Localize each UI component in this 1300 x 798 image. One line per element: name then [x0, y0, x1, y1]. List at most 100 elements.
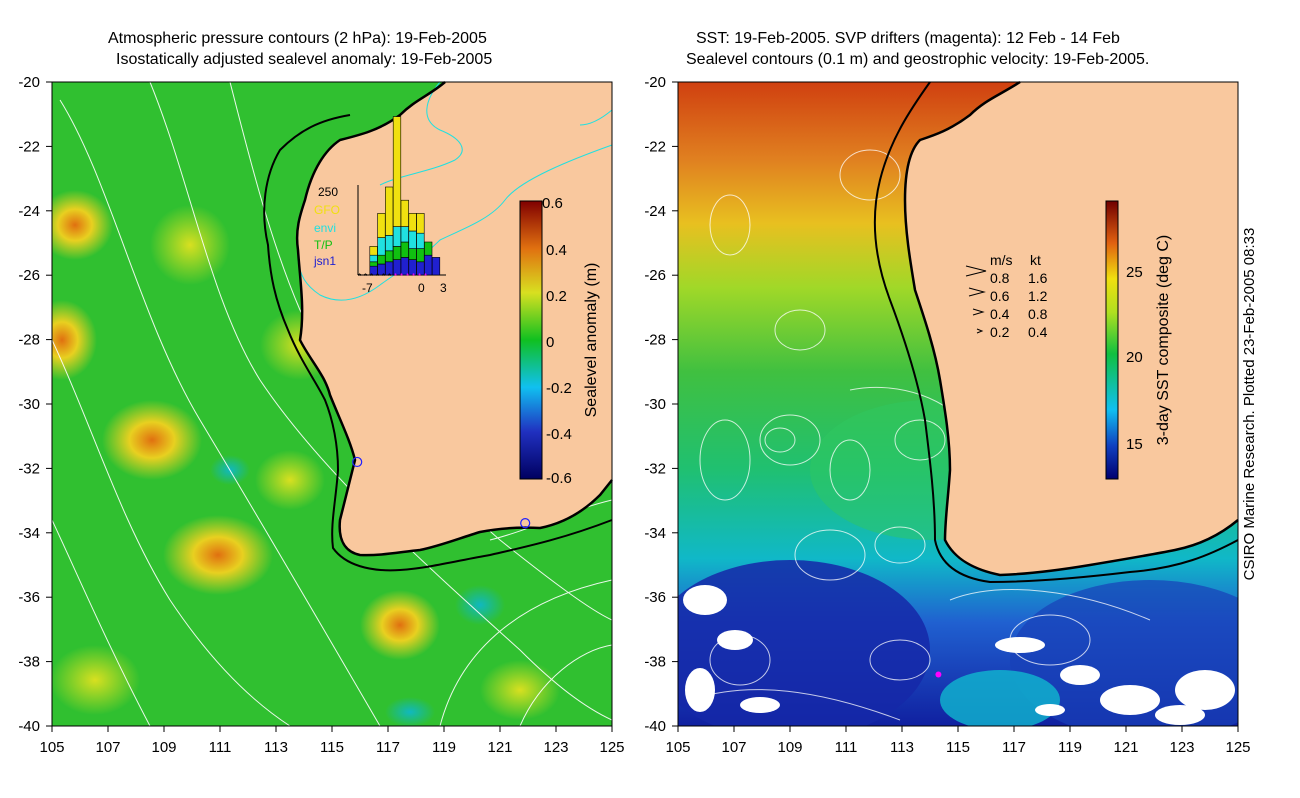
legend-gfo: GFO	[314, 203, 340, 217]
coastline	[903, 80, 1239, 577]
y-axis-tick-label: -20	[644, 74, 666, 91]
histogram-day-marker: *	[388, 272, 391, 281]
sla-positive-area	[480, 660, 560, 720]
x-axis-tick-label: 105	[39, 739, 64, 756]
sst-cold-water	[1010, 580, 1238, 726]
sla-warm-eddy	[52, 190, 113, 260]
histogram-bar-gfo	[416, 213, 425, 234]
y-axis-tick-label: -34	[644, 525, 666, 542]
sla-negative-area	[385, 697, 435, 726]
x-axis-tick-label: 111	[209, 739, 232, 756]
histogram-bar-gfo	[377, 213, 386, 238]
x-axis-tick-label: 113	[890, 739, 914, 756]
histogram-bar-tp	[408, 248, 417, 260]
histogram-day-marker: *	[364, 272, 367, 281]
y-axis-tick-label: -32	[18, 460, 40, 477]
tide-gauge-marker	[520, 518, 531, 529]
histogram-bar-envi	[385, 235, 394, 252]
sla-colorbar-tick: 0	[546, 334, 554, 351]
histogram-bar-envi	[392, 226, 402, 247]
histogram-bar-gfo	[400, 199, 409, 227]
sla-colorbar-scale	[519, 200, 543, 480]
y-axis-tick-label: -28	[644, 332, 666, 349]
shelf-break	[873, 81, 1239, 584]
sla-colorbar-tick: -0.4	[546, 426, 572, 443]
y-axis-tick-label: -34	[18, 525, 40, 542]
sla-negative-area	[455, 585, 505, 625]
x-axis-tick-label: 115	[320, 739, 344, 756]
sla-warm-eddy	[52, 300, 97, 380]
velocity-legend-ms: 0.8	[990, 270, 1010, 286]
sla-positive-area	[255, 450, 325, 510]
histogram-day-marker: *	[424, 272, 427, 281]
velocity-legend: m/s kt 0.8 1.6 0.6 1.2 0.4 0.8 0.2 0.4	[965, 252, 1048, 340]
y-axis-tick-label: -26	[644, 267, 666, 284]
y-axis-tick-label: -38	[18, 654, 40, 671]
x-axis-tick-label: 125	[599, 739, 624, 756]
x-axis-tick-label: 117	[376, 739, 400, 756]
velocity-legend-kt: 1.6	[1028, 270, 1048, 286]
sla-colorbar-tick: 0.4	[546, 242, 567, 259]
histogram-day-ticks: * * * * * * * * * * * *	[358, 272, 427, 281]
sla-colorbar-label: Sealevel anomaly (m)	[583, 263, 600, 418]
histogram-bar-tp	[385, 250, 394, 263]
right-title-line2: Sealevel contours (0.1 m) and geostrophi…	[686, 51, 1150, 68]
sla-positive-area	[150, 205, 230, 285]
y-axis-tick-label: -26	[18, 267, 40, 284]
legend-envi: envi	[314, 221, 336, 235]
sla-warm-eddy	[102, 400, 202, 480]
y-axis-tick-label: -20	[18, 74, 40, 91]
histogram-bar-envi	[408, 230, 417, 249]
x-axis-tick-label: 121	[1113, 739, 1138, 756]
x-axis-tick-label: 113	[264, 739, 288, 756]
sla-colorbar-tick: 0.6	[542, 195, 563, 212]
histogram-day-marker: *	[418, 272, 421, 281]
x-axis-tick-label: 105	[665, 739, 690, 756]
y-axis-tick-label: -36	[644, 589, 666, 606]
velocity-legend-kt: 1.2	[1028, 288, 1048, 304]
y-axis-tick-label: -22	[18, 138, 40, 155]
legend-jsn1: jsn1	[313, 254, 336, 268]
y-axis-tick-label: -40	[644, 718, 666, 735]
tide-gauge-marker	[352, 456, 363, 468]
sla-colorbar-tick: -0.6	[546, 470, 572, 487]
x-axis-tick-label: 109	[151, 739, 176, 756]
sla-colorbar-tick: -0.2	[546, 380, 572, 397]
left-title-line1: Atmospheric pressure contours (2 hPa): 1…	[108, 30, 487, 47]
velocity-legend-header-ms: m/s	[990, 252, 1013, 268]
left-title-line2: Isostatically adjusted sealevel anomaly:…	[116, 51, 493, 68]
x-axis-tick-label: 119	[432, 739, 456, 756]
histogram-day-marker: *	[400, 272, 403, 281]
credit-line: CSIRO Marine Research. Plotted 23-Feb-20…	[1241, 228, 1258, 581]
histogram-x-tick: 3	[440, 281, 447, 295]
y-axis-tick-label: -30	[644, 396, 666, 413]
sla-warm-eddy	[360, 590, 440, 660]
velocity-legend-header-kt: kt	[1030, 252, 1041, 268]
sst-eddy	[940, 670, 1060, 726]
velocity-legend-kt: 0.8	[1028, 306, 1048, 322]
x-axis-tick-label: 111	[835, 739, 858, 756]
velocity-legend-ms: 0.2	[990, 324, 1010, 340]
x-axis-tick-label: 107	[95, 739, 120, 756]
histogram-bar-envi	[416, 232, 425, 249]
sst-cold-water	[678, 560, 930, 726]
x-axis-tick-label: 123	[543, 739, 568, 756]
histogram-day-marker: *	[382, 272, 385, 281]
histogram-bar-tp	[377, 254, 386, 265]
histogram-bar-gfo	[408, 213, 417, 232]
histogram-day-marker: *	[358, 272, 361, 281]
x-axis-tick-label: 125	[1225, 739, 1250, 756]
x-axis-tick-label: 121	[487, 739, 512, 756]
x-axis-tick-label: 119	[1058, 739, 1082, 756]
histogram-bar-envi	[369, 254, 378, 263]
y-axis-tick-label: -30	[18, 396, 40, 413]
x-axis-tick-label: 123	[1169, 739, 1194, 756]
histogram-day-marker: *	[376, 272, 379, 281]
velocity-arrow-icon	[965, 265, 987, 334]
histogram-day-marker: *	[406, 272, 409, 281]
histogram-x-tick: -7	[362, 281, 373, 295]
sla-colorbar: 0.6 0.4 0.2 0 -0.2 -0.4 -0.6 Sealevel an…	[519, 195, 600, 487]
histogram-bar-envi	[377, 237, 386, 256]
y-axis-tick-label: -28	[18, 332, 40, 349]
histogram-day-marker: *	[394, 272, 397, 281]
